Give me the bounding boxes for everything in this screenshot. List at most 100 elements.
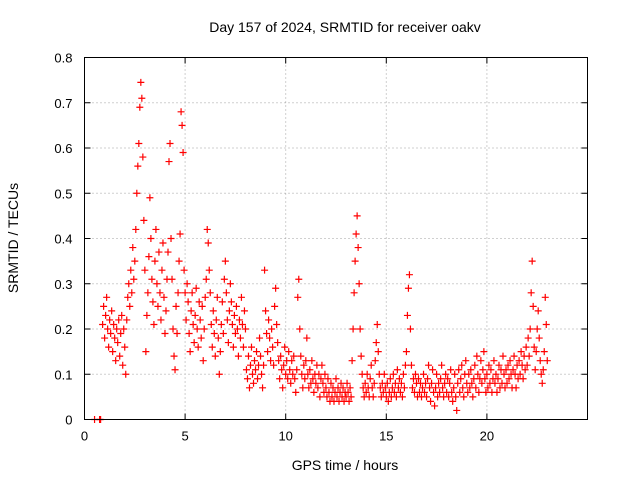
data-point <box>211 352 219 360</box>
data-point <box>138 94 146 102</box>
data-point <box>538 379 546 387</box>
data-point <box>534 307 542 315</box>
data-point <box>344 388 352 396</box>
data-point <box>118 311 126 319</box>
data-point <box>372 339 380 347</box>
data-point <box>526 325 534 333</box>
data-point <box>473 352 481 360</box>
data-point <box>493 388 501 396</box>
data-point <box>302 357 310 365</box>
data-point <box>235 316 243 324</box>
data-point <box>332 375 340 383</box>
data-point <box>422 379 430 387</box>
data-point <box>215 370 223 378</box>
data-point <box>274 339 282 347</box>
data-point <box>515 357 523 365</box>
data-point <box>386 375 394 383</box>
data-point <box>230 311 238 319</box>
data-point <box>391 379 399 387</box>
data-point <box>482 388 490 396</box>
data-point <box>206 289 214 297</box>
data-point <box>533 325 541 333</box>
data-point <box>254 375 262 383</box>
data-point <box>521 366 529 374</box>
data-point <box>543 357 551 365</box>
data-point <box>100 302 108 310</box>
data-point <box>312 379 320 387</box>
data-point <box>485 361 493 369</box>
data-point <box>184 298 192 306</box>
data-point <box>361 379 369 387</box>
data-point <box>394 384 402 392</box>
data-point <box>159 239 167 247</box>
data-point <box>296 325 304 333</box>
data-point <box>213 293 221 301</box>
data-point <box>455 366 463 374</box>
data-point <box>439 384 447 392</box>
data-point <box>396 388 404 396</box>
data-point <box>374 348 382 356</box>
data-point <box>281 343 289 351</box>
data-point <box>349 325 357 333</box>
data-point <box>460 393 468 401</box>
data-point <box>284 375 292 383</box>
data-point <box>251 357 259 365</box>
data-point <box>204 239 212 247</box>
data-point <box>165 158 173 166</box>
data-point <box>123 316 131 324</box>
data-point <box>232 302 240 310</box>
data-point <box>265 316 273 324</box>
data-point <box>315 370 323 378</box>
data-point <box>224 339 232 347</box>
data-point <box>246 361 254 369</box>
data-point <box>194 343 202 351</box>
data-point <box>288 357 296 365</box>
data-point <box>354 244 362 252</box>
data-point <box>367 361 375 369</box>
data-point <box>469 393 477 401</box>
data-point <box>363 370 371 378</box>
data-point <box>253 348 261 356</box>
data-point <box>502 366 510 374</box>
data-point <box>492 370 500 378</box>
data-point <box>301 375 309 383</box>
y-tick-label: 0.1 <box>54 367 72 382</box>
data-point <box>448 388 456 396</box>
data-point <box>523 361 531 369</box>
data-point <box>174 289 182 297</box>
data-point <box>484 384 492 392</box>
data-point <box>539 366 547 374</box>
data-point <box>389 370 397 378</box>
data-point <box>280 361 288 369</box>
data-point <box>286 366 294 374</box>
data-point <box>542 320 550 328</box>
data-point <box>437 375 445 383</box>
data-point <box>419 384 427 392</box>
data-point <box>442 370 450 378</box>
data-point <box>527 289 535 297</box>
data-point <box>181 289 189 297</box>
x-tick-label: 10 <box>278 429 292 444</box>
data-point <box>127 266 135 274</box>
data-point <box>434 393 442 401</box>
data-point <box>366 375 374 383</box>
data-point <box>212 316 220 324</box>
data-point <box>499 352 507 360</box>
plot-frame <box>84 57 588 420</box>
data-point <box>503 379 511 387</box>
data-point <box>113 325 121 333</box>
data-point <box>522 343 530 351</box>
y-tick-label: 0.4 <box>54 232 72 247</box>
data-point <box>167 235 175 242</box>
data-point <box>408 384 416 392</box>
data-point <box>464 388 472 396</box>
data-point <box>154 302 162 310</box>
data-point <box>490 357 498 365</box>
data-point <box>289 370 297 378</box>
data-point <box>432 384 440 392</box>
data-point <box>150 320 158 328</box>
data-point <box>186 348 194 356</box>
data-point <box>148 275 156 283</box>
data-point <box>384 397 392 405</box>
data-point <box>129 244 137 252</box>
